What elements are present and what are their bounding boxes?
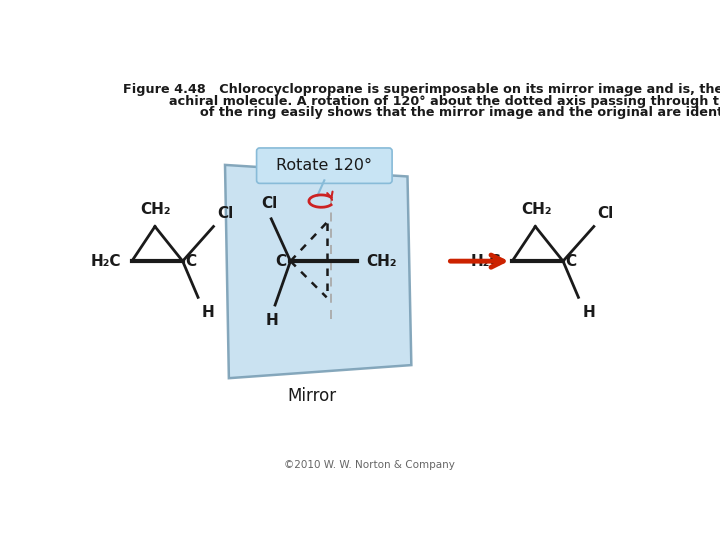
Text: Figure 4.48   Chlorocyclopropane is superimposable on its mirror image and is, t: Figure 4.48 Chlorocyclopropane is superi… bbox=[122, 83, 720, 96]
Text: CH₂: CH₂ bbox=[140, 202, 171, 217]
Text: ©2010 W. W. Norton & Company: ©2010 W. W. Norton & Company bbox=[284, 460, 454, 470]
Text: H₂C: H₂C bbox=[471, 254, 501, 268]
Text: CH₂: CH₂ bbox=[521, 202, 552, 217]
Text: C: C bbox=[276, 254, 287, 268]
Text: of the ring easily shows that the mirror image and the original are identical.: of the ring easily shows that the mirror… bbox=[199, 106, 720, 119]
Text: C: C bbox=[565, 254, 577, 268]
Text: CH₂: CH₂ bbox=[366, 254, 397, 268]
Text: Cl: Cl bbox=[598, 206, 614, 221]
Text: Rotate 120°: Rotate 120° bbox=[276, 158, 372, 173]
FancyBboxPatch shape bbox=[256, 148, 392, 184]
Text: H: H bbox=[266, 313, 279, 328]
Text: Cl: Cl bbox=[217, 206, 233, 221]
Text: H: H bbox=[582, 305, 595, 320]
Text: H₂C: H₂C bbox=[91, 254, 121, 268]
Text: C: C bbox=[185, 254, 196, 268]
Polygon shape bbox=[225, 165, 411, 378]
Text: achiral molecule. A rotation of 120° about the dotted axis passing through the c: achiral molecule. A rotation of 120° abo… bbox=[168, 95, 720, 108]
Text: Cl: Cl bbox=[261, 196, 277, 211]
Text: H: H bbox=[202, 305, 215, 320]
Text: Mirror: Mirror bbox=[287, 387, 336, 404]
